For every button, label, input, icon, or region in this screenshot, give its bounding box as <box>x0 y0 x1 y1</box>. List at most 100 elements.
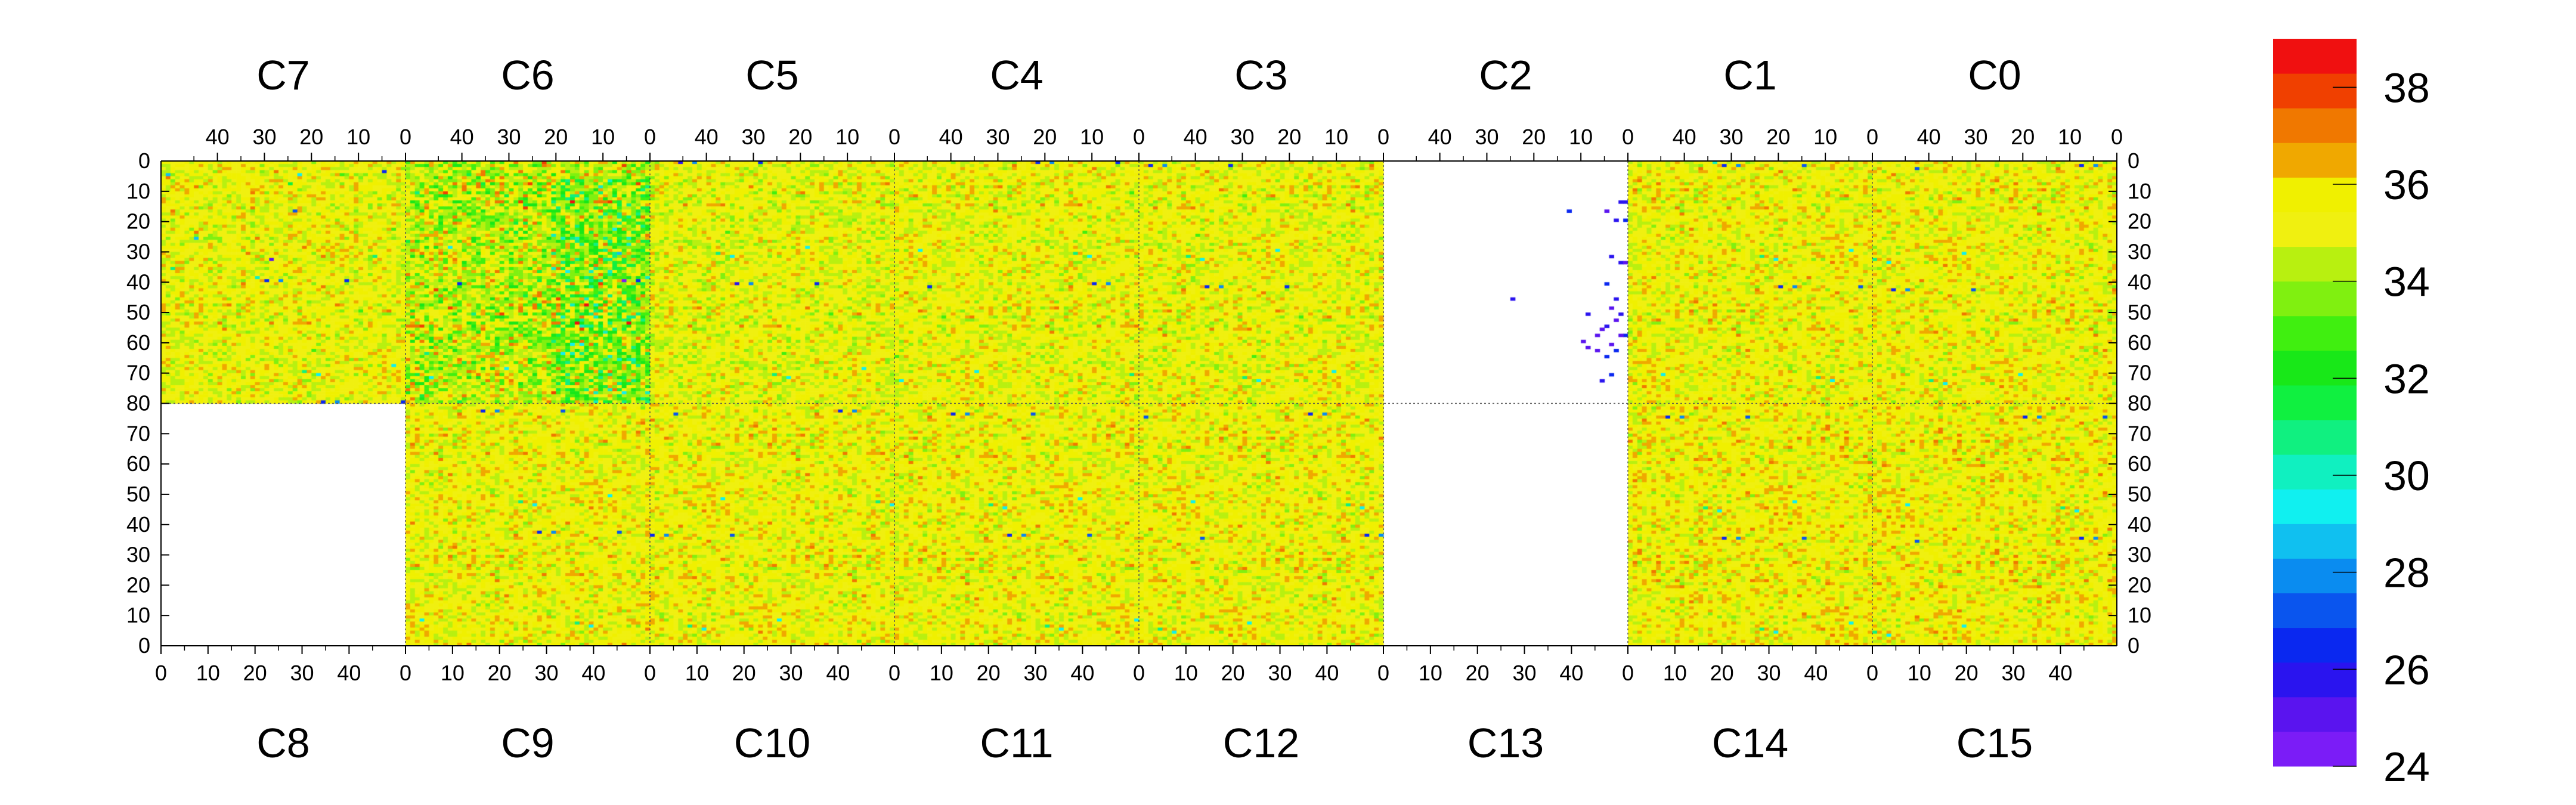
left-y-tick-label: 40 <box>126 512 150 537</box>
axis-ticks <box>160 153 2117 654</box>
chip-label-c5: C5 <box>745 52 798 98</box>
top-x-tick-label: 0 <box>644 125 656 149</box>
bottom-x-tick-label: 40 <box>2048 661 2072 685</box>
color-scale-tick-label: 24 <box>2383 744 2430 790</box>
top-x-tick-label: 10 <box>1569 125 1593 149</box>
chip-label-c2: C2 <box>1479 52 1532 98</box>
color-scale-segment <box>2273 662 2357 698</box>
top-x-tick-label: 20 <box>544 125 568 149</box>
chip-label-c15: C15 <box>1956 720 2033 766</box>
left-y-tick-label: 80 <box>126 391 150 416</box>
bottom-x-tick-label: 10 <box>1174 661 1198 685</box>
left-y-tick-label: 50 <box>126 482 150 506</box>
bottom-x-tick-label: 40 <box>826 661 850 685</box>
bottom-x-tick-label: 30 <box>535 661 559 685</box>
color-scale-segment <box>2273 696 2357 732</box>
left-y-tick-label: 60 <box>126 330 150 355</box>
chip-label-c4: C4 <box>990 52 1043 98</box>
left-y-tick-label: 0 <box>138 633 150 658</box>
right-y-tick-label: 40 <box>2128 512 2151 537</box>
top-x-tick-label: 20 <box>299 125 323 149</box>
left-y-tick-label: 20 <box>126 209 150 234</box>
top-x-tick-label: 30 <box>1719 125 1743 149</box>
top-x-tick-label: 10 <box>835 125 859 149</box>
left-y-tick-label: 20 <box>126 572 150 597</box>
right-y-tick-label: 20 <box>2128 209 2151 234</box>
top-x-tick-label: 0 <box>1133 125 1145 149</box>
bottom-x-tick-label: 20 <box>243 661 267 685</box>
right-y-tick-label: 50 <box>2128 300 2151 324</box>
color-scale-segment <box>2273 281 2357 317</box>
right-y-tick-label: 30 <box>2128 239 2151 264</box>
left-y-tick-label: 30 <box>126 239 150 264</box>
bottom-x-tick-label: 30 <box>1024 661 1048 685</box>
color-scale-segment <box>2273 143 2357 178</box>
right-y-tick-label: 70 <box>2128 361 2151 385</box>
right-y-tick-label: 0 <box>2128 148 2140 173</box>
color-scale-segment <box>2273 593 2357 628</box>
chip-label-c10: C10 <box>734 720 810 766</box>
left-y-tick-label: 0 <box>138 148 150 173</box>
chip-label-c13: C13 <box>1467 720 1544 766</box>
bottom-x-tick-label: 0 <box>888 661 900 685</box>
top-x-tick-label: 0 <box>1377 125 1389 149</box>
color-scale-segment <box>2273 73 2357 109</box>
left-y-tick-label: 40 <box>126 270 150 294</box>
chip-label-c7: C7 <box>256 52 309 98</box>
chip-labels: C7 C6 C5 C4 C3 C2 C1 C0 C8 C9 C10 C11 C12 C13 C14 C15 <box>256 52 2033 766</box>
color-scale-segment <box>2273 524 2357 559</box>
color-scale-tick-label: 32 <box>2383 355 2430 402</box>
right-y-tick-label: 20 <box>2128 572 2151 597</box>
left-y-tick-label: 10 <box>126 179 150 203</box>
top-x-tick-label: 20 <box>1766 125 1790 149</box>
color-scale-segment <box>2273 212 2357 247</box>
axis-tick-labels: 40 30 20 10 0 0 10 20 30 40 40 30 20 10 0 0 10 20 30 40 40 30… <box>126 125 2151 685</box>
right-y-tick-label: 60 <box>2128 330 2151 355</box>
right-y-tick-label: 80 <box>2128 391 2151 416</box>
bottom-x-tick-label: 30 <box>2002 661 2026 685</box>
bottom-x-tick-label: 20 <box>732 661 756 685</box>
top-x-tick-label: 40 <box>1917 125 1941 149</box>
top-x-tick-label: 40 <box>1428 125 1452 149</box>
bottom-x-tick-label: 40 <box>1559 661 1583 685</box>
top-x-tick-label: 0 <box>1866 125 1878 149</box>
chip-label-c9: C9 <box>501 720 554 766</box>
bottom-x-tick-label: 0 <box>644 661 656 685</box>
top-x-tick-label: 20 <box>2011 125 2035 149</box>
bottom-x-tick-label: 10 <box>1663 661 1687 685</box>
chip-label-c3: C3 <box>1234 52 1287 98</box>
chip-boundary-grid <box>161 161 2117 646</box>
top-x-tick-label: 0 <box>888 125 900 149</box>
top-x-tick-label: 10 <box>1813 125 1837 149</box>
chip-label-c14: C14 <box>1712 720 1788 766</box>
right-y-tick-label: 50 <box>2128 482 2151 506</box>
top-x-tick-label: 10 <box>346 125 370 149</box>
top-x-tick-label: 10 <box>2058 125 2082 149</box>
left-y-tick-label: 50 <box>126 300 150 324</box>
top-x-tick-label: 10 <box>1080 125 1104 149</box>
top-x-tick-label: 0 <box>400 125 411 149</box>
left-y-tick-label: 10 <box>126 603 150 627</box>
top-x-tick-label: 10 <box>591 125 615 149</box>
color-scale-segment <box>2273 420 2357 455</box>
bottom-x-tick-label: 20 <box>1710 661 1734 685</box>
top-x-tick-label: 40 <box>1673 125 1696 149</box>
top-x-tick-label: 40 <box>695 125 719 149</box>
chip-label-c0: C0 <box>1968 52 2021 98</box>
bottom-x-tick-label: 20 <box>1221 661 1245 685</box>
chip-label-c6: C6 <box>501 52 554 98</box>
bottom-x-tick-label: 40 <box>581 661 605 685</box>
top-x-tick-label: 30 <box>1475 125 1498 149</box>
right-y-tick-label: 70 <box>2128 421 2151 445</box>
bottom-x-tick-label: 0 <box>1377 661 1389 685</box>
color-scale-labels: 24 26 28 30 32 34 36 38 <box>2383 64 2430 790</box>
color-scale-tick-label: 26 <box>2383 646 2430 693</box>
right-y-tick-label: 0 <box>2128 633 2140 658</box>
color-scale-tick-label: 28 <box>2383 550 2430 596</box>
top-x-tick-label: 20 <box>788 125 812 149</box>
chip-label-c11: C11 <box>980 720 1053 766</box>
top-x-tick-label: 30 <box>741 125 765 149</box>
bottom-x-tick-label: 20 <box>488 661 512 685</box>
bottom-x-tick-label: 20 <box>977 661 1001 685</box>
